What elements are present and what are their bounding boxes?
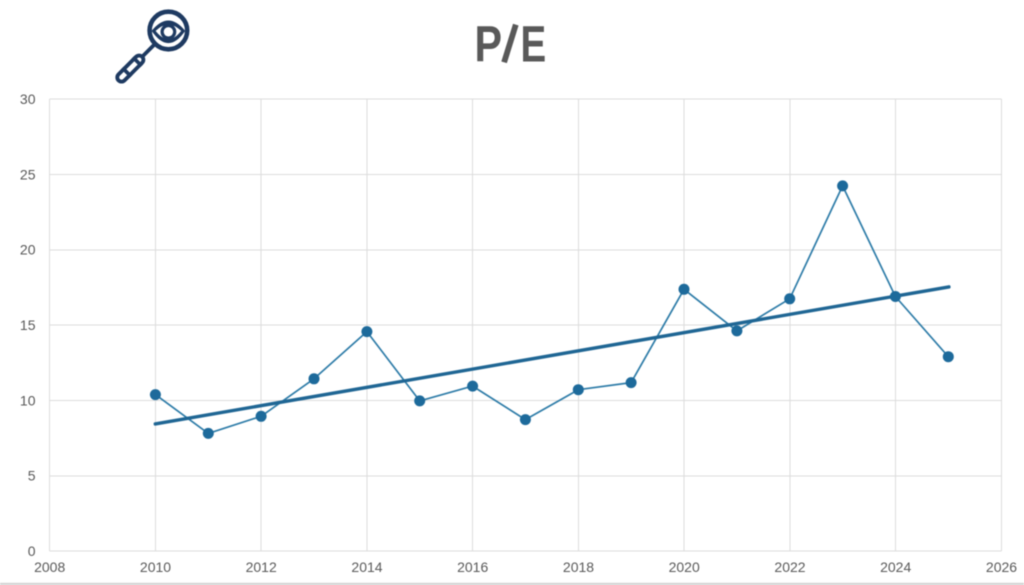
svg-text:5: 5: [28, 468, 36, 484]
svg-text:25: 25: [20, 166, 36, 182]
svg-text:E: E: [521, 15, 547, 73]
svg-text:2020: 2020: [669, 559, 700, 575]
svg-text:2024: 2024: [880, 559, 911, 575]
svg-text:0: 0: [28, 543, 36, 559]
svg-text:10: 10: [20, 392, 36, 408]
svg-text:2010: 2010: [140, 559, 171, 575]
svg-text:2016: 2016: [457, 559, 488, 575]
svg-text:30: 30: [20, 91, 36, 107]
svg-text:2014: 2014: [351, 559, 382, 575]
svg-text:2018: 2018: [563, 559, 594, 575]
svg-text:2012: 2012: [246, 559, 277, 575]
svg-text:15: 15: [20, 317, 36, 333]
svg-text:2026: 2026: [986, 559, 1017, 575]
svg-text:P: P: [475, 15, 503, 72]
svg-text:2008: 2008: [34, 559, 65, 575]
svg-text:2022: 2022: [774, 559, 805, 575]
svg-text:20: 20: [20, 242, 36, 258]
